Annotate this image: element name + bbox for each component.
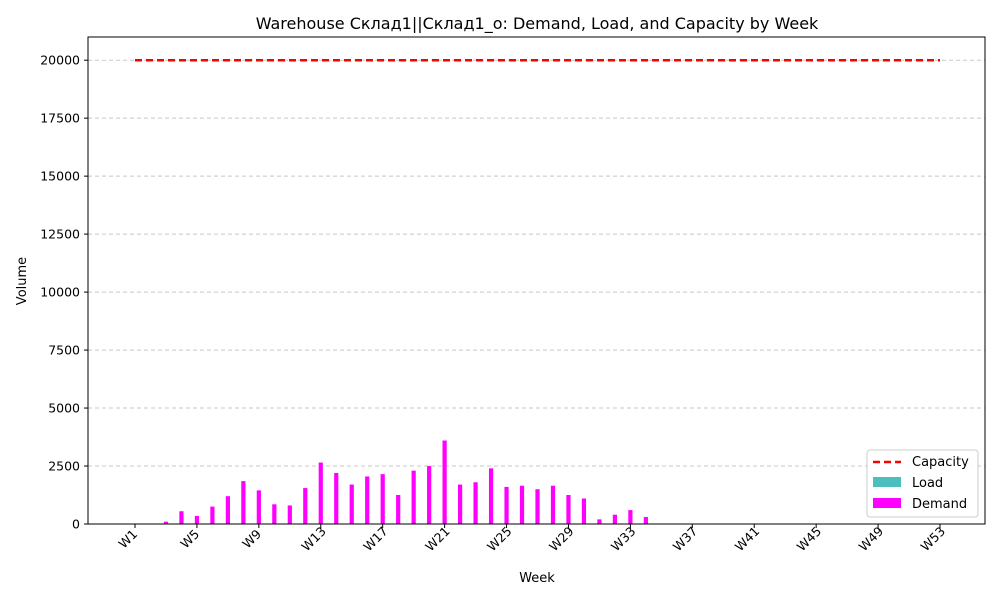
demand-bar	[628, 510, 633, 524]
x-tick-label: W21	[422, 524, 453, 555]
demand-bar	[194, 515, 200, 524]
grid-lines	[88, 59, 985, 525]
demand-bar	[473, 482, 478, 524]
demand-bar	[643, 517, 648, 524]
x-tick-label: W41	[732, 524, 763, 555]
x-tick-label: W33	[608, 524, 639, 555]
y-tick-label: 5000	[48, 401, 80, 416]
legend-load-swatch	[873, 477, 901, 487]
demand-bar	[179, 511, 184, 524]
y-tick-label: 10000	[40, 285, 80, 300]
x-tick-label: W45	[794, 524, 825, 555]
legend-demand-label: Demand	[912, 497, 967, 512]
demand-bar	[488, 468, 494, 524]
demand-bar	[272, 504, 277, 524]
legend: Capacity Load Demand	[866, 449, 979, 518]
demand-bar	[396, 495, 401, 524]
demand-bar	[334, 472, 339, 524]
y-axis-ticks: 0 2500 5000 7500 10000 12500 15000 17500 20000	[40, 53, 88, 532]
y-tick-label: 12500	[40, 227, 80, 242]
demand-bar	[457, 484, 463, 524]
y-tick-label: 2500	[48, 459, 80, 474]
y-tick-label: 17500	[40, 111, 80, 126]
demand-bar	[519, 485, 525, 524]
demand-bar	[612, 514, 618, 524]
demand-bar	[303, 488, 308, 524]
plot-frame	[87, 36, 986, 525]
y-tick-label: 0	[72, 517, 80, 532]
bar-marks	[163, 440, 648, 524]
demand-bar	[411, 470, 416, 524]
demand-bar	[566, 495, 571, 524]
x-tick-label: W1	[115, 526, 140, 551]
demand-bar	[550, 485, 556, 524]
x-axis-ticks: W1 W5 W9 W13 W17 W21 W25 W29 W33 W37 W41 W45 W49 W53	[115, 523, 948, 554]
x-tick-label: W37	[670, 524, 701, 555]
demand-bar	[163, 521, 169, 524]
demand-bar	[380, 474, 385, 524]
demand-bar	[287, 505, 292, 524]
legend-capacity-label: Capacity	[912, 455, 969, 470]
x-tick-label: W5	[177, 526, 202, 551]
demand-bar	[581, 498, 587, 524]
y-axis-title: Volume	[15, 257, 30, 305]
x-tick-label: W25	[484, 524, 515, 555]
x-tick-label: W13	[298, 524, 329, 555]
x-tick-label: W17	[360, 524, 391, 555]
legend-load-label: Load	[912, 476, 943, 491]
x-tick-label: W49	[856, 523, 887, 554]
demand-bar	[427, 466, 432, 524]
x-tick-label: W53	[918, 524, 949, 555]
x-axis-title: Week	[519, 571, 555, 586]
demand-bar	[225, 496, 230, 524]
demand-bar	[241, 481, 246, 524]
demand-bar	[442, 440, 447, 524]
x-tick-label: W29	[546, 523, 577, 554]
y-tick-label: 20000	[40, 53, 80, 68]
x-tick-label: W9	[239, 526, 264, 551]
demand-bar	[535, 489, 540, 524]
demand-bar	[597, 519, 602, 524]
demand-bar	[210, 506, 215, 524]
demand-bar	[365, 476, 370, 524]
demand-bar	[349, 484, 354, 524]
chart-title: Warehouse Склад1||Склад1_о: Demand, Load…	[256, 14, 819, 34]
y-tick-label: 15000	[40, 169, 80, 184]
y-tick-label: 7500	[48, 343, 80, 358]
demand-bar	[504, 486, 509, 524]
demand-bar	[318, 462, 323, 524]
legend-demand-swatch	[873, 498, 901, 508]
demand-bar	[256, 490, 261, 524]
